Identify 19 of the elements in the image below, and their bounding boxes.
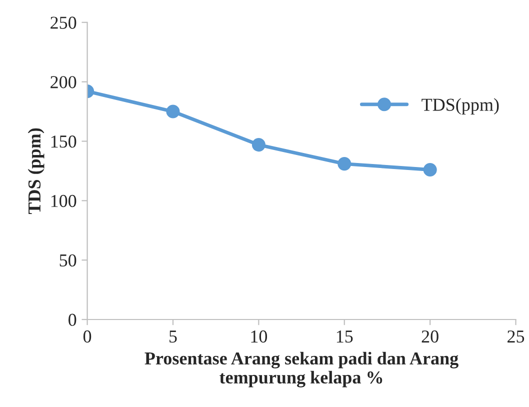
y-tick-label: 250 xyxy=(50,16,76,29)
point xyxy=(252,138,266,152)
y-axis-title: TDS (ppm) xyxy=(28,128,44,214)
x-tick-label: 5 xyxy=(170,330,177,343)
x-tick-label: 10 xyxy=(251,330,268,343)
y-tick-label: 100 xyxy=(51,194,76,208)
point xyxy=(166,104,180,118)
point xyxy=(338,157,352,171)
legend-label: TDS(ppm) xyxy=(422,98,499,115)
y-tick-label: 0 xyxy=(68,314,76,326)
point xyxy=(423,162,437,177)
x-tick-label: 0 xyxy=(83,330,92,343)
x-tick-label: 15 xyxy=(336,330,353,343)
y-tick-label: 200 xyxy=(50,76,76,88)
y-tick-label: 150 xyxy=(51,135,76,148)
x-tick-label: 25 xyxy=(508,330,524,343)
y-tick-label: 50 xyxy=(60,254,76,267)
x-tick-label: 20 xyxy=(422,330,438,343)
x-axis-title: Prosentase Arang sekam padi dan Arang tempurung kelapa % xyxy=(144,352,458,388)
